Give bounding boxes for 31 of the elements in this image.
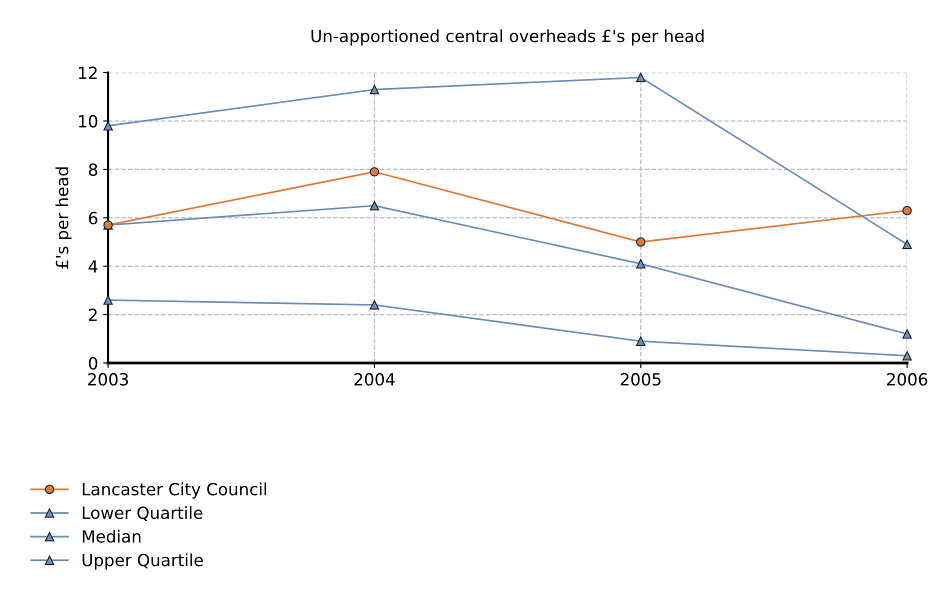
- legend-label: Lower Quartile: [82, 506, 202, 521]
- chart-title: Un-apportioned central overheads £'s per head: [312, 29, 704, 46]
- y-tick-label: 0: [88, 356, 98, 370]
- point: [636, 237, 646, 247]
- y-tick-label: 8: [88, 163, 98, 176]
- point: [636, 336, 646, 346]
- legend-label: Upper Quartile: [82, 553, 203, 570]
- x-tick-label: 2004: [354, 373, 395, 386]
- point: [636, 259, 646, 268]
- y-tick-label: 4: [88, 260, 98, 273]
- point: [370, 300, 380, 310]
- x-tick-label: 2006: [887, 373, 928, 386]
- point: [902, 240, 912, 250]
- legend-label: Median: [82, 530, 140, 543]
- legend-label: Lancaster City Council: [82, 482, 266, 499]
- point: [103, 121, 113, 131]
- point: [370, 84, 380, 94]
- y-axis-title: £'s per head: [55, 167, 72, 269]
- y-tick-label: 2: [88, 308, 97, 321]
- point: [902, 206, 912, 216]
- y-tick-label: 6: [88, 212, 98, 224]
- point: [370, 200, 380, 210]
- y-tick-label: 12: [79, 66, 97, 79]
- point: [636, 72, 646, 82]
- point: [902, 351, 912, 360]
- point: [370, 167, 380, 177]
- x-tick-label: 2003: [88, 373, 128, 386]
- point: [902, 329, 912, 339]
- x-tick-label: 2005: [620, 373, 661, 386]
- point: [103, 295, 113, 305]
- y-tick-label: 10: [79, 114, 98, 128]
